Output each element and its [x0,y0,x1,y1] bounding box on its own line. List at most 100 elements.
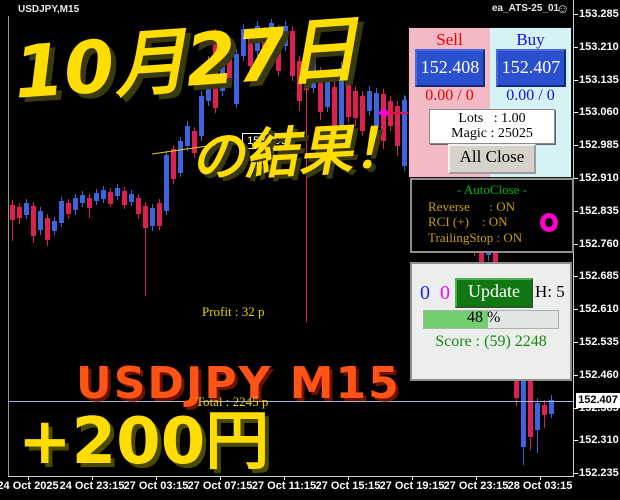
time-axis-label: 27 Oct 23:15 [443,480,509,492]
price-axis-tick [573,178,578,179]
price-axis-label: 152.760 [579,237,619,250]
lots-magic-box: Lots : 1.00 Magic : 25025 [429,109,555,144]
price-axis-tick [573,309,578,311]
price-axis-label: 153.060 [579,106,619,119]
candle-body [241,29,246,56]
candle-body [59,201,64,223]
time-axis-tick [220,476,221,480]
buy-price-button[interactable]: 152.407 [496,49,566,87]
candle-body [262,31,267,59]
time-axis-label: 27 Oct 03:15 [123,480,189,492]
candle-body [220,46,225,91]
candle-body [549,400,554,414]
candle-body [80,195,85,203]
time-axis-label: 24 Oct 23:15 [59,480,125,492]
chart-left-border [8,16,9,476]
candle-body [94,193,99,201]
time-axis-label: 27 Oct 07:15 [187,480,253,492]
headline-result: の結果！ [188,115,408,190]
candle-body [164,155,169,211]
update-panel: 0 0 Update H: 5 48 % Score : (59) 2248 [410,262,572,381]
price-axis-label: 152.235 [579,467,619,480]
candle-body [402,100,407,166]
price-axis-label: 152.985 [579,139,619,152]
time-axis-label: 28 Oct 03:15 [507,480,573,492]
bid-price-line [9,401,573,402]
candle-body [87,198,92,208]
candle-body [101,190,106,199]
ea-name-label: ea_ATS-25_01 [492,3,560,14]
time-axis-tick [156,476,157,480]
candle-body [24,203,29,215]
candle-body [108,192,113,204]
candle-body [339,68,344,160]
price-axis-tick [573,276,578,278]
candle-wick [145,202,146,296]
price-axis-tick [573,407,578,409]
price-axis-label: 153.135 [579,73,619,86]
candle-body [542,405,547,415]
time-axis-tick [476,476,477,480]
candle-body [325,77,330,107]
h-count-label: H: 5 [535,282,565,301]
row-label: TrailingStop [428,230,497,245]
candle-body [283,26,288,46]
candle-body [353,91,358,118]
magic-line: Magic : 25025 [451,126,533,141]
candle-body [255,26,260,51]
ea-smiley-icon[interactable]: ☺ [556,1,570,16]
result-amount-text: +200円 [18,405,270,479]
candle-body [374,93,379,126]
row-label: Reverse [428,199,490,214]
candle-wick [306,51,307,322]
price-axis-label: 152.610 [579,303,619,316]
candle-body [311,58,316,88]
candle-body [227,56,232,81]
trend-line-price-label[interactable]: 153.003 [242,133,292,149]
headline-date: 10月27日 [11,6,361,115]
total-text: Total : 2245 p [196,394,269,409]
sell-price-button[interactable]: 152.408 [415,49,485,87]
candle-body [143,206,148,228]
price-axis-tick [573,243,578,245]
time-axis-label: 27 Oct 11:15 [251,480,317,492]
buy-stats: 0.00 / 0 [506,87,555,104]
candle-body [38,211,43,230]
candle-body [178,141,183,173]
sell-label: Sell [436,30,463,49]
trade-panel: Sell Buy 152.408 152.407 0.00 / 0 0.00 /… [408,27,572,178]
autoclose-row-trailing: TrailingStop : ON [428,230,522,246]
price-axis-label: 152.460 [579,368,619,381]
candle-body [45,218,50,240]
candle-body [304,56,309,90]
candle-wick [12,200,13,241]
row-value: : ON [481,214,508,229]
candle-body [346,73,351,117]
candle-body [31,206,36,236]
time-axis-tick [540,476,541,480]
candle-body [290,31,295,76]
all-close-button[interactable]: All Close [448,144,536,174]
buy-label: Buy [516,30,545,49]
price-axis-tick [573,440,578,442]
update-button[interactable]: Update [455,278,533,308]
time-axis-label: 24 Oct 2025 [0,480,59,492]
price-axis-label: 152.535 [579,336,619,348]
price-axis-tick [573,46,578,48]
price-axis-label: 152.910 [579,172,619,184]
price-axis-label: 152.685 [579,270,619,283]
tick-marker [404,96,406,108]
price-axis-tick [573,473,578,475]
lots-line: Lots : 1.00 [458,111,526,126]
candle-body [10,205,15,220]
time-axis-label: 27 Oct 19:15 [379,480,445,492]
candle-body [66,203,71,214]
row-value: : ON [489,199,516,214]
chart-title: USDJPY,M15 [18,4,80,15]
autoclose-title: - AutoClose - [456,182,528,197]
candle-body [206,61,211,101]
candle-body [150,208,155,226]
candle-body [213,34,218,108]
time-axis-tick [348,476,349,480]
